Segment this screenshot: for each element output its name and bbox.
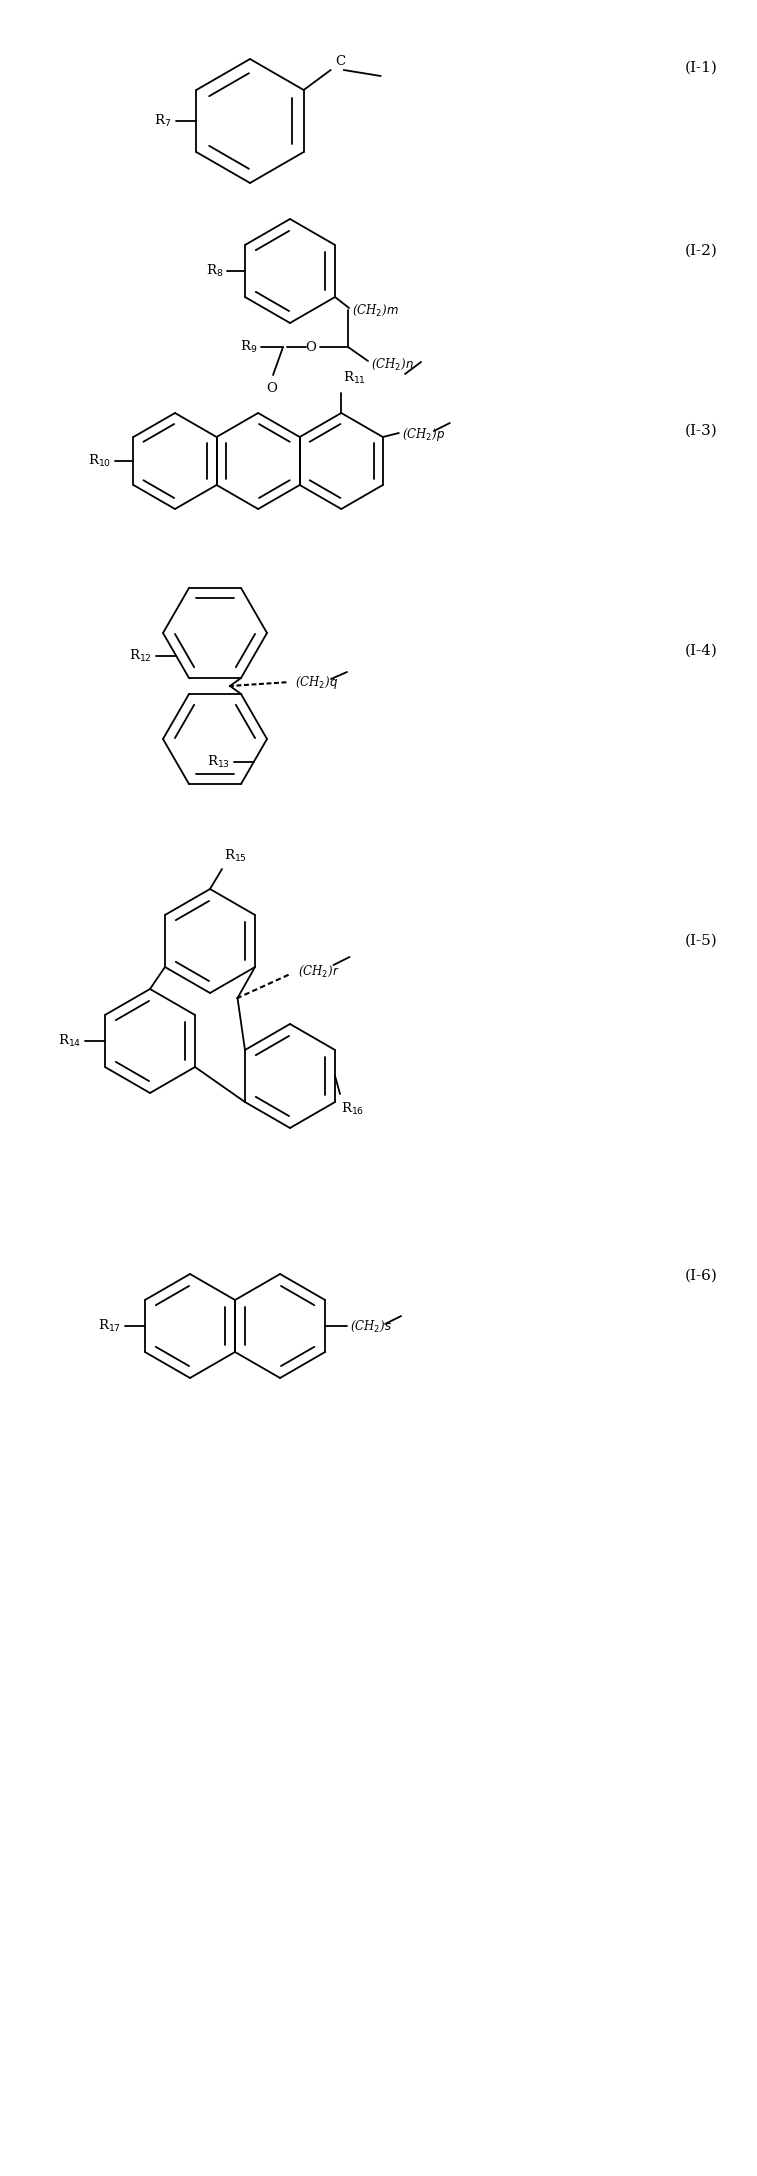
Text: R$_{12}$: R$_{12}$ bbox=[129, 648, 152, 664]
Text: (I-1): (I-1) bbox=[685, 61, 718, 74]
Text: (I-2): (I-2) bbox=[685, 244, 718, 259]
Text: R$_{10}$: R$_{10}$ bbox=[88, 453, 111, 470]
Text: R$_{14}$: R$_{14}$ bbox=[58, 1034, 81, 1049]
Text: O: O bbox=[305, 339, 316, 353]
Text: R$_{17}$: R$_{17}$ bbox=[98, 1319, 121, 1334]
Text: C: C bbox=[335, 54, 346, 67]
Text: (CH$_2$)$n$: (CH$_2$)$n$ bbox=[371, 357, 414, 372]
Text: (CH$_2$)$p$: (CH$_2$)$p$ bbox=[402, 426, 445, 442]
Text: (CH$_2$)$r$: (CH$_2$)$r$ bbox=[298, 964, 339, 979]
Text: R$_{11}$: R$_{11}$ bbox=[343, 370, 366, 385]
Text: R$_{16}$: R$_{16}$ bbox=[341, 1101, 364, 1116]
Text: R$_8$: R$_8$ bbox=[206, 263, 223, 279]
Text: (I-4): (I-4) bbox=[685, 644, 718, 657]
Text: O: O bbox=[266, 383, 278, 396]
Text: R$_{13}$: R$_{13}$ bbox=[207, 753, 230, 770]
Text: (CH$_2$)$s$: (CH$_2$)$s$ bbox=[350, 1319, 392, 1334]
Text: R$_7$: R$_7$ bbox=[154, 113, 171, 128]
Text: R$_{15}$: R$_{15}$ bbox=[224, 849, 247, 864]
Text: (I-5): (I-5) bbox=[685, 934, 718, 949]
Text: (CH$_2$)$m$: (CH$_2$)$m$ bbox=[352, 302, 399, 318]
Text: (CH$_2$)$q$: (CH$_2$)$q$ bbox=[295, 675, 338, 690]
Text: R$_9$: R$_9$ bbox=[240, 339, 257, 355]
Text: (I-3): (I-3) bbox=[685, 424, 718, 437]
Text: (I-6): (I-6) bbox=[685, 1269, 718, 1284]
